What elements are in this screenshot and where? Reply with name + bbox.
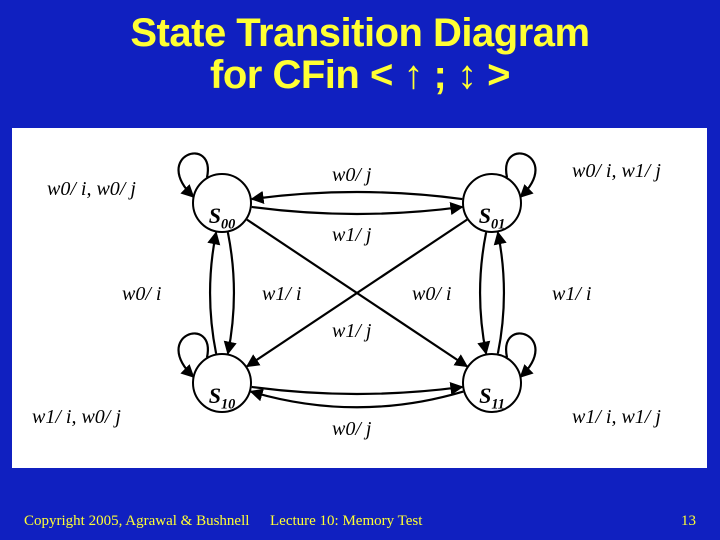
slide-title: State Transition Diagram for CFin < ↑ ; … xyxy=(0,0,720,96)
title-line-1: State Transition Diagram xyxy=(0,12,720,54)
edge-label: w1/ i xyxy=(262,283,301,306)
edge-label: w0/ i xyxy=(412,283,451,306)
edge-label: w0/ j xyxy=(332,418,371,441)
edge-label: w1/ j xyxy=(332,320,371,343)
edge xyxy=(210,232,216,353)
diagram-panel: w0/ j w1/ j w0/ j w1/ j w0/ i w1/ i w1/ i w0/ i… xyxy=(12,128,707,468)
footer-lecture: Lecture 10: Memory Test xyxy=(270,513,422,530)
edge xyxy=(228,232,234,353)
self-loop-label: w1/ i, w0/ j xyxy=(32,406,121,429)
state-node-S00: S00 xyxy=(192,173,252,233)
edge xyxy=(498,232,504,353)
edge xyxy=(252,387,463,394)
edge-label: w1/ j xyxy=(332,224,371,247)
edge xyxy=(252,207,463,214)
state-node-S11: S11 xyxy=(462,353,522,413)
edge xyxy=(252,192,463,199)
self-loop-label: w1/ i, w1/ j xyxy=(572,406,661,429)
footer-copyright: Copyright 2005, Agrawal & Bushnell xyxy=(24,513,249,530)
state-node-S10: S10 xyxy=(192,353,252,413)
edge-label: w0/ j xyxy=(332,164,371,187)
state-node-S01: S01 xyxy=(462,173,522,233)
footer-page-number: 13 xyxy=(681,513,696,530)
self-loop-label: w0/ i, w1/ j xyxy=(572,160,661,183)
edge xyxy=(480,232,486,353)
edge-label: w1/ i xyxy=(552,283,591,306)
self-loop-label: w0/ i, w0/ j xyxy=(47,178,136,201)
title-line-2: for CFin < ↑ ; ↕ > xyxy=(0,54,720,96)
edge-label: w0/ i xyxy=(122,283,161,306)
